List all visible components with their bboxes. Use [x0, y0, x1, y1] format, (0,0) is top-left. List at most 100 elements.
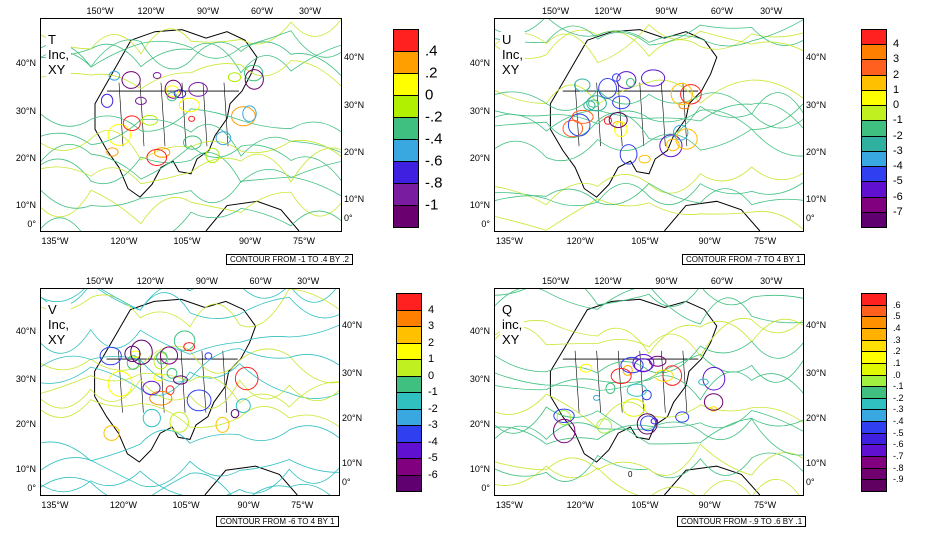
contour-line: [41, 289, 337, 311]
contour-caption: CONTOUR FROM -7 TO 4 BY 1: [682, 254, 805, 265]
contour-zero-label: 0: [628, 470, 633, 479]
coastline-south-america: [664, 465, 761, 495]
bottom-lon-label: 105°W: [172, 500, 200, 510]
right-lat-label: 20°N: [806, 412, 827, 423]
top-lon-label: 60°W: [710, 6, 733, 16]
right-lat-label: 20°N: [342, 412, 363, 423]
colorbar-swatch: [861, 479, 887, 492]
colorbar-level-label: 2: [893, 68, 900, 81]
contour-ring: [142, 408, 161, 428]
contour-ring: [586, 95, 607, 112]
colorbar-level-label: -1: [893, 114, 903, 127]
contour-line: [41, 457, 339, 487]
right-lat-label: 30°N: [342, 367, 363, 378]
contour-line: [495, 393, 803, 429]
state-border: [596, 350, 601, 413]
colorbar-level-label: .5: [893, 311, 901, 322]
right-lat-label: 30°N: [344, 100, 365, 111]
colorbar-swatch: [396, 375, 422, 393]
contour-ring: [633, 358, 653, 373]
colorbar-swatch: [861, 181, 887, 198]
colorbar-swatch: [861, 74, 887, 91]
top-lon-label: 120°W: [136, 276, 164, 286]
contour-ring: [588, 99, 600, 108]
contour-ring: [571, 109, 594, 124]
panel-title: Q inc, XY: [500, 302, 525, 347]
map-canvas: [41, 289, 339, 495]
colorbar-swatch: [393, 117, 419, 140]
contour-ring: [141, 114, 159, 126]
contour-ring: [552, 418, 576, 444]
contour-ring: [188, 82, 208, 97]
colorbar-level-label: 3: [428, 320, 435, 332]
contour-line: [495, 418, 803, 456]
left-lat-label: 10°N: [469, 464, 490, 475]
colorbar-swatch: [396, 458, 422, 476]
map-t: [40, 18, 342, 232]
contour-ring: [183, 135, 202, 150]
state-border: [139, 82, 145, 147]
right-lat-label: 10°N: [344, 193, 365, 204]
contour-line: [41, 60, 341, 90]
contour-ring: [673, 124, 689, 141]
contour-line: [41, 189, 341, 225]
colorbar-swatch: [393, 205, 419, 228]
colorbar-level-label: -7: [893, 205, 903, 218]
left-lat-label: 30°N: [15, 373, 36, 384]
top-lon-label: 60°W: [249, 276, 272, 286]
colorbar-swatch: [861, 29, 887, 46]
contour-ring: [596, 418, 613, 434]
colorbar-level-label: 1: [893, 83, 900, 96]
contour-ring: [579, 363, 593, 373]
contour-line: [495, 24, 803, 46]
bottom-lon-label: 120°W: [109, 500, 137, 510]
colorbar-swatch: [396, 309, 422, 327]
state-border: [617, 82, 623, 147]
bottom-lon-label: 90°W: [237, 500, 260, 510]
bottom-lon-label: 90°W: [238, 236, 262, 246]
colorbar-swatch: [396, 293, 422, 311]
contour-ring: [662, 365, 683, 386]
colorbar-level-label: .4: [425, 42, 438, 60]
top-lon-label: 30°W: [297, 276, 320, 286]
top-lon-label: 90°W: [655, 276, 678, 286]
left-lat-label: 0°: [481, 218, 490, 229]
colorbar-swatch: [393, 29, 419, 52]
colorbar-level-label: .2: [893, 346, 901, 357]
contour-caption: CONTOUR FROM -1 TO .4 BY .2: [226, 254, 353, 265]
contour-ring: [620, 356, 644, 374]
colorbar-swatch: [396, 342, 422, 360]
contour-ring: [165, 85, 179, 97]
contour-ring: [622, 398, 646, 417]
bottom-lon-label: 90°W: [698, 500, 721, 510]
contour-line: [495, 103, 803, 132]
coastline-south-america: [664, 200, 761, 231]
top-lon-label: 90°W: [655, 6, 678, 16]
contour-line: [41, 108, 341, 133]
colorbar-swatch: [861, 135, 887, 152]
contour-line: [41, 207, 341, 231]
colorbar-level-label: -4: [428, 435, 438, 448]
top-lon-label: 30°W: [298, 6, 322, 16]
contour-ring: [698, 378, 709, 386]
contour-ring: [567, 113, 591, 137]
contour-ring: [619, 144, 638, 165]
colorbar-level-label: -2: [893, 129, 903, 142]
colorbar-swatch: [861, 166, 887, 183]
colorbar-level-label: .3: [893, 334, 901, 345]
colorbar-swatch: [393, 51, 419, 74]
contour-ring: [603, 116, 613, 125]
right-lat-label: 20°N: [344, 146, 365, 157]
colorbar-level-label: 1: [428, 353, 435, 365]
bottom-lon-label: 135°W: [495, 500, 523, 510]
contour-ring: [215, 131, 232, 146]
right-lat-label: 0°: [806, 476, 815, 487]
top-lon-label: 30°W: [760, 276, 783, 286]
map-v: [40, 288, 340, 496]
contour-line: [495, 19, 803, 47]
colorbar-level-label: -.7: [893, 451, 904, 462]
contour-line: [41, 425, 339, 462]
contour-ring: [135, 96, 147, 106]
colorbar-level-label: -.5: [893, 427, 904, 438]
contour-ring: [622, 365, 633, 376]
